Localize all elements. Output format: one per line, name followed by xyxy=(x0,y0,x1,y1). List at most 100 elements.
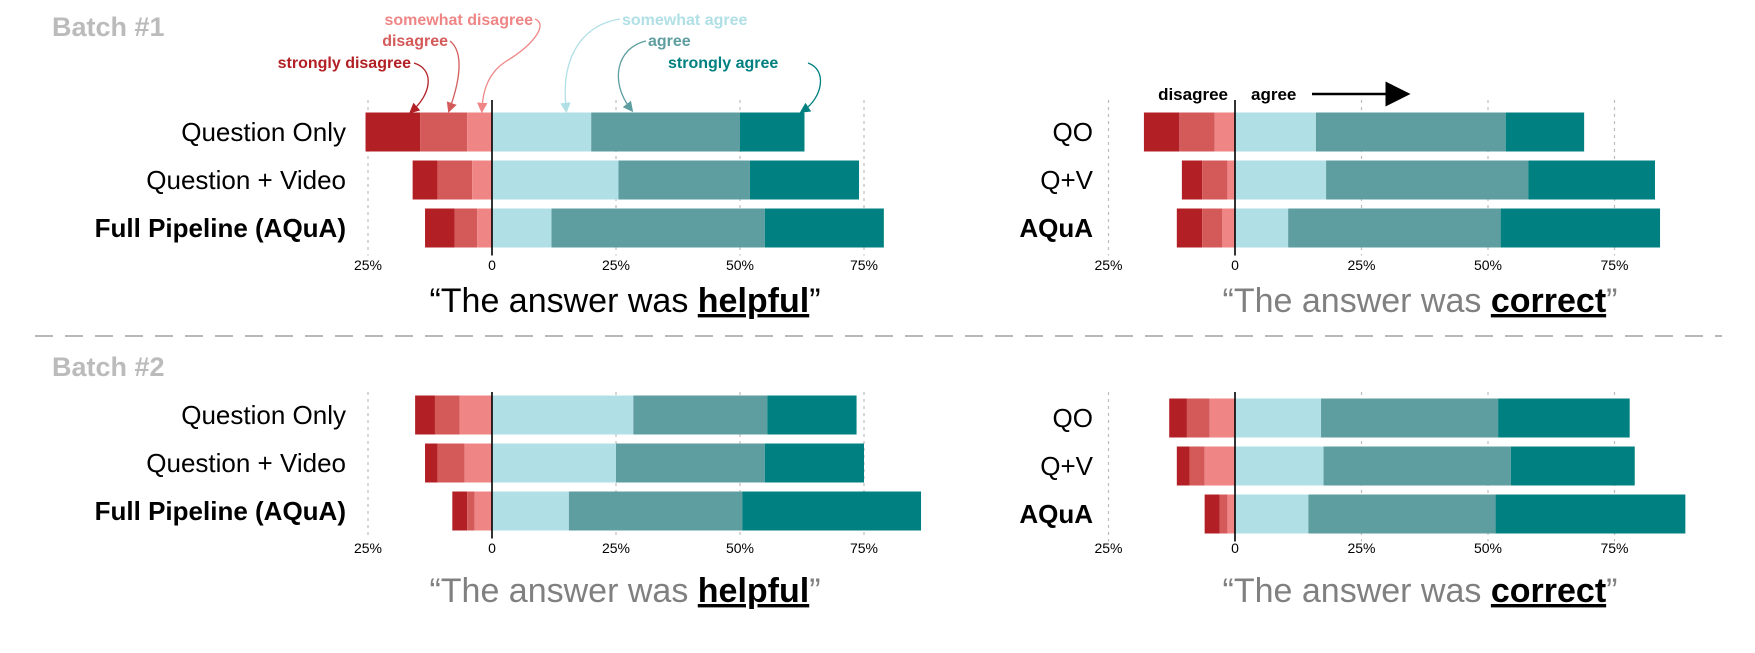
bar-somewhat-disagree xyxy=(477,208,492,248)
category-label: Question Only xyxy=(181,117,346,147)
tick-label: 0 xyxy=(1231,257,1239,273)
tick-label: 25% xyxy=(1347,257,1375,273)
bar-strongly-agree xyxy=(1505,112,1585,152)
tick-label: 50% xyxy=(726,540,754,556)
bar-strongly-disagree xyxy=(425,443,438,483)
tick-label: 75% xyxy=(850,540,878,556)
tick-label: 75% xyxy=(1600,257,1628,273)
tick-label: 0 xyxy=(488,257,496,273)
bar-disagree xyxy=(467,491,475,531)
subtitle-keyword: helpful xyxy=(698,282,809,320)
subtitle-suffix: ” xyxy=(1606,282,1617,320)
bar-somewhat-agree xyxy=(1235,494,1309,534)
bar-somewhat-disagree xyxy=(1227,160,1235,200)
subtitle-prefix: “The answer was xyxy=(429,282,697,320)
bar-disagree xyxy=(1186,398,1210,438)
category-label: AQuA xyxy=(1019,499,1093,529)
bar-strongly-agree xyxy=(1495,494,1686,534)
bar-somewhat-agree xyxy=(492,160,619,200)
bar-agree xyxy=(618,160,750,200)
tick-label: 25% xyxy=(1094,540,1122,556)
bar-somewhat-disagree xyxy=(464,443,492,483)
chart-subtitle: “The answer was helpful” xyxy=(429,572,820,610)
category-label: Full Pipeline (AQuA) xyxy=(95,496,346,526)
tick-label: 25% xyxy=(354,540,382,556)
bar-somewhat-disagree xyxy=(1214,112,1235,152)
chart-subtitle: “The answer was correct” xyxy=(1223,572,1618,610)
category-label: QO xyxy=(1053,403,1093,433)
bar-strongly-agree xyxy=(1498,398,1630,438)
bar-disagree xyxy=(437,443,465,483)
legend-strongly-agree: strongly agree xyxy=(668,55,778,72)
tick-label: 75% xyxy=(850,257,878,273)
bar-strongly-agree xyxy=(740,112,805,152)
legend-annotations: somewhat disagree disagree strongly disa… xyxy=(278,12,822,114)
bar-strongly-disagree xyxy=(365,112,421,152)
bar-disagree xyxy=(434,395,460,435)
bar-strongly-disagree xyxy=(412,160,438,200)
subtitle-suffix: ” xyxy=(809,572,820,610)
bar-somewhat-disagree xyxy=(459,395,492,435)
subtitle-prefix: “The answer was xyxy=(429,572,697,610)
bar-agree xyxy=(551,208,765,248)
bar-somewhat-agree xyxy=(492,491,569,531)
bar-agree xyxy=(568,491,743,531)
tick-label: 25% xyxy=(1094,257,1122,273)
chart-subtitle: “The answer was helpful” xyxy=(429,282,820,320)
bar-somewhat-disagree xyxy=(1222,208,1235,248)
bar-strongly-agree xyxy=(742,491,922,531)
bar-agree xyxy=(591,112,740,152)
category-label: Question + Video xyxy=(146,165,346,195)
bar-disagree xyxy=(1179,112,1215,152)
bar-somewhat-agree xyxy=(1235,112,1316,152)
bar-strongly-agree xyxy=(1510,446,1635,486)
bar-strongly-disagree xyxy=(1181,160,1203,200)
legend-arrow-somewhat-agree xyxy=(560,18,621,114)
bar-agree xyxy=(633,395,768,435)
category-label: QO xyxy=(1053,117,1093,147)
bar-somewhat-agree xyxy=(492,208,552,248)
legend-somewhat-disagree: somewhat disagree xyxy=(385,12,534,29)
bar-somewhat-agree xyxy=(1235,160,1327,200)
bar-disagree xyxy=(1219,494,1228,534)
legend-arrow-strongly-agree xyxy=(799,62,822,113)
bar-somewhat-disagree xyxy=(1227,494,1235,534)
bar-disagree xyxy=(1202,160,1228,200)
subtitle-prefix: “The answer was xyxy=(1223,282,1491,320)
subtitle-keyword: helpful xyxy=(698,572,809,610)
category-label: Q+V xyxy=(1040,165,1093,195)
tick-label: 25% xyxy=(602,257,630,273)
bar-somewhat-agree xyxy=(492,443,616,483)
tick-label: 75% xyxy=(1600,540,1628,556)
bar-strongly-disagree xyxy=(1176,208,1203,248)
bar-strongly-agree xyxy=(767,395,857,435)
tick-label: 25% xyxy=(354,257,382,273)
tick-label: 50% xyxy=(1474,540,1502,556)
category-label: Q+V xyxy=(1040,451,1093,481)
bar-somewhat-agree xyxy=(1235,446,1324,486)
tick-label: 25% xyxy=(602,540,630,556)
bar-agree xyxy=(1326,160,1529,200)
bar-agree xyxy=(616,443,765,483)
chart-batch2-helpful: Question Only Question + Video Full Pipeli… xyxy=(95,392,922,610)
bar-strongly-disagree xyxy=(1204,494,1220,534)
legend-arrow-agree xyxy=(617,40,647,113)
batch-2-label: Batch #2 xyxy=(52,352,165,382)
bar-somewhat-agree xyxy=(1235,398,1322,438)
bar-strongly-agree xyxy=(764,443,864,483)
legend-strongly-disagree: strongly disagree xyxy=(278,55,411,72)
direction-disagree-label: disagree xyxy=(1158,85,1228,104)
subtitle-suffix: ” xyxy=(1606,572,1617,610)
bar-somewhat-disagree xyxy=(472,160,492,200)
bar-disagree xyxy=(1202,208,1223,248)
chart-batch1-helpful: Question Only Question + Video Full Pipeli… xyxy=(95,100,884,320)
tick-label: 50% xyxy=(1474,257,1502,273)
bar-strongly-agree xyxy=(764,208,884,248)
tick-label: 0 xyxy=(488,540,496,556)
bar-somewhat-disagree xyxy=(474,491,492,531)
bar-somewhat-disagree xyxy=(467,112,492,152)
category-label: AQuA xyxy=(1019,213,1093,243)
bar-strongly-agree xyxy=(749,160,860,200)
